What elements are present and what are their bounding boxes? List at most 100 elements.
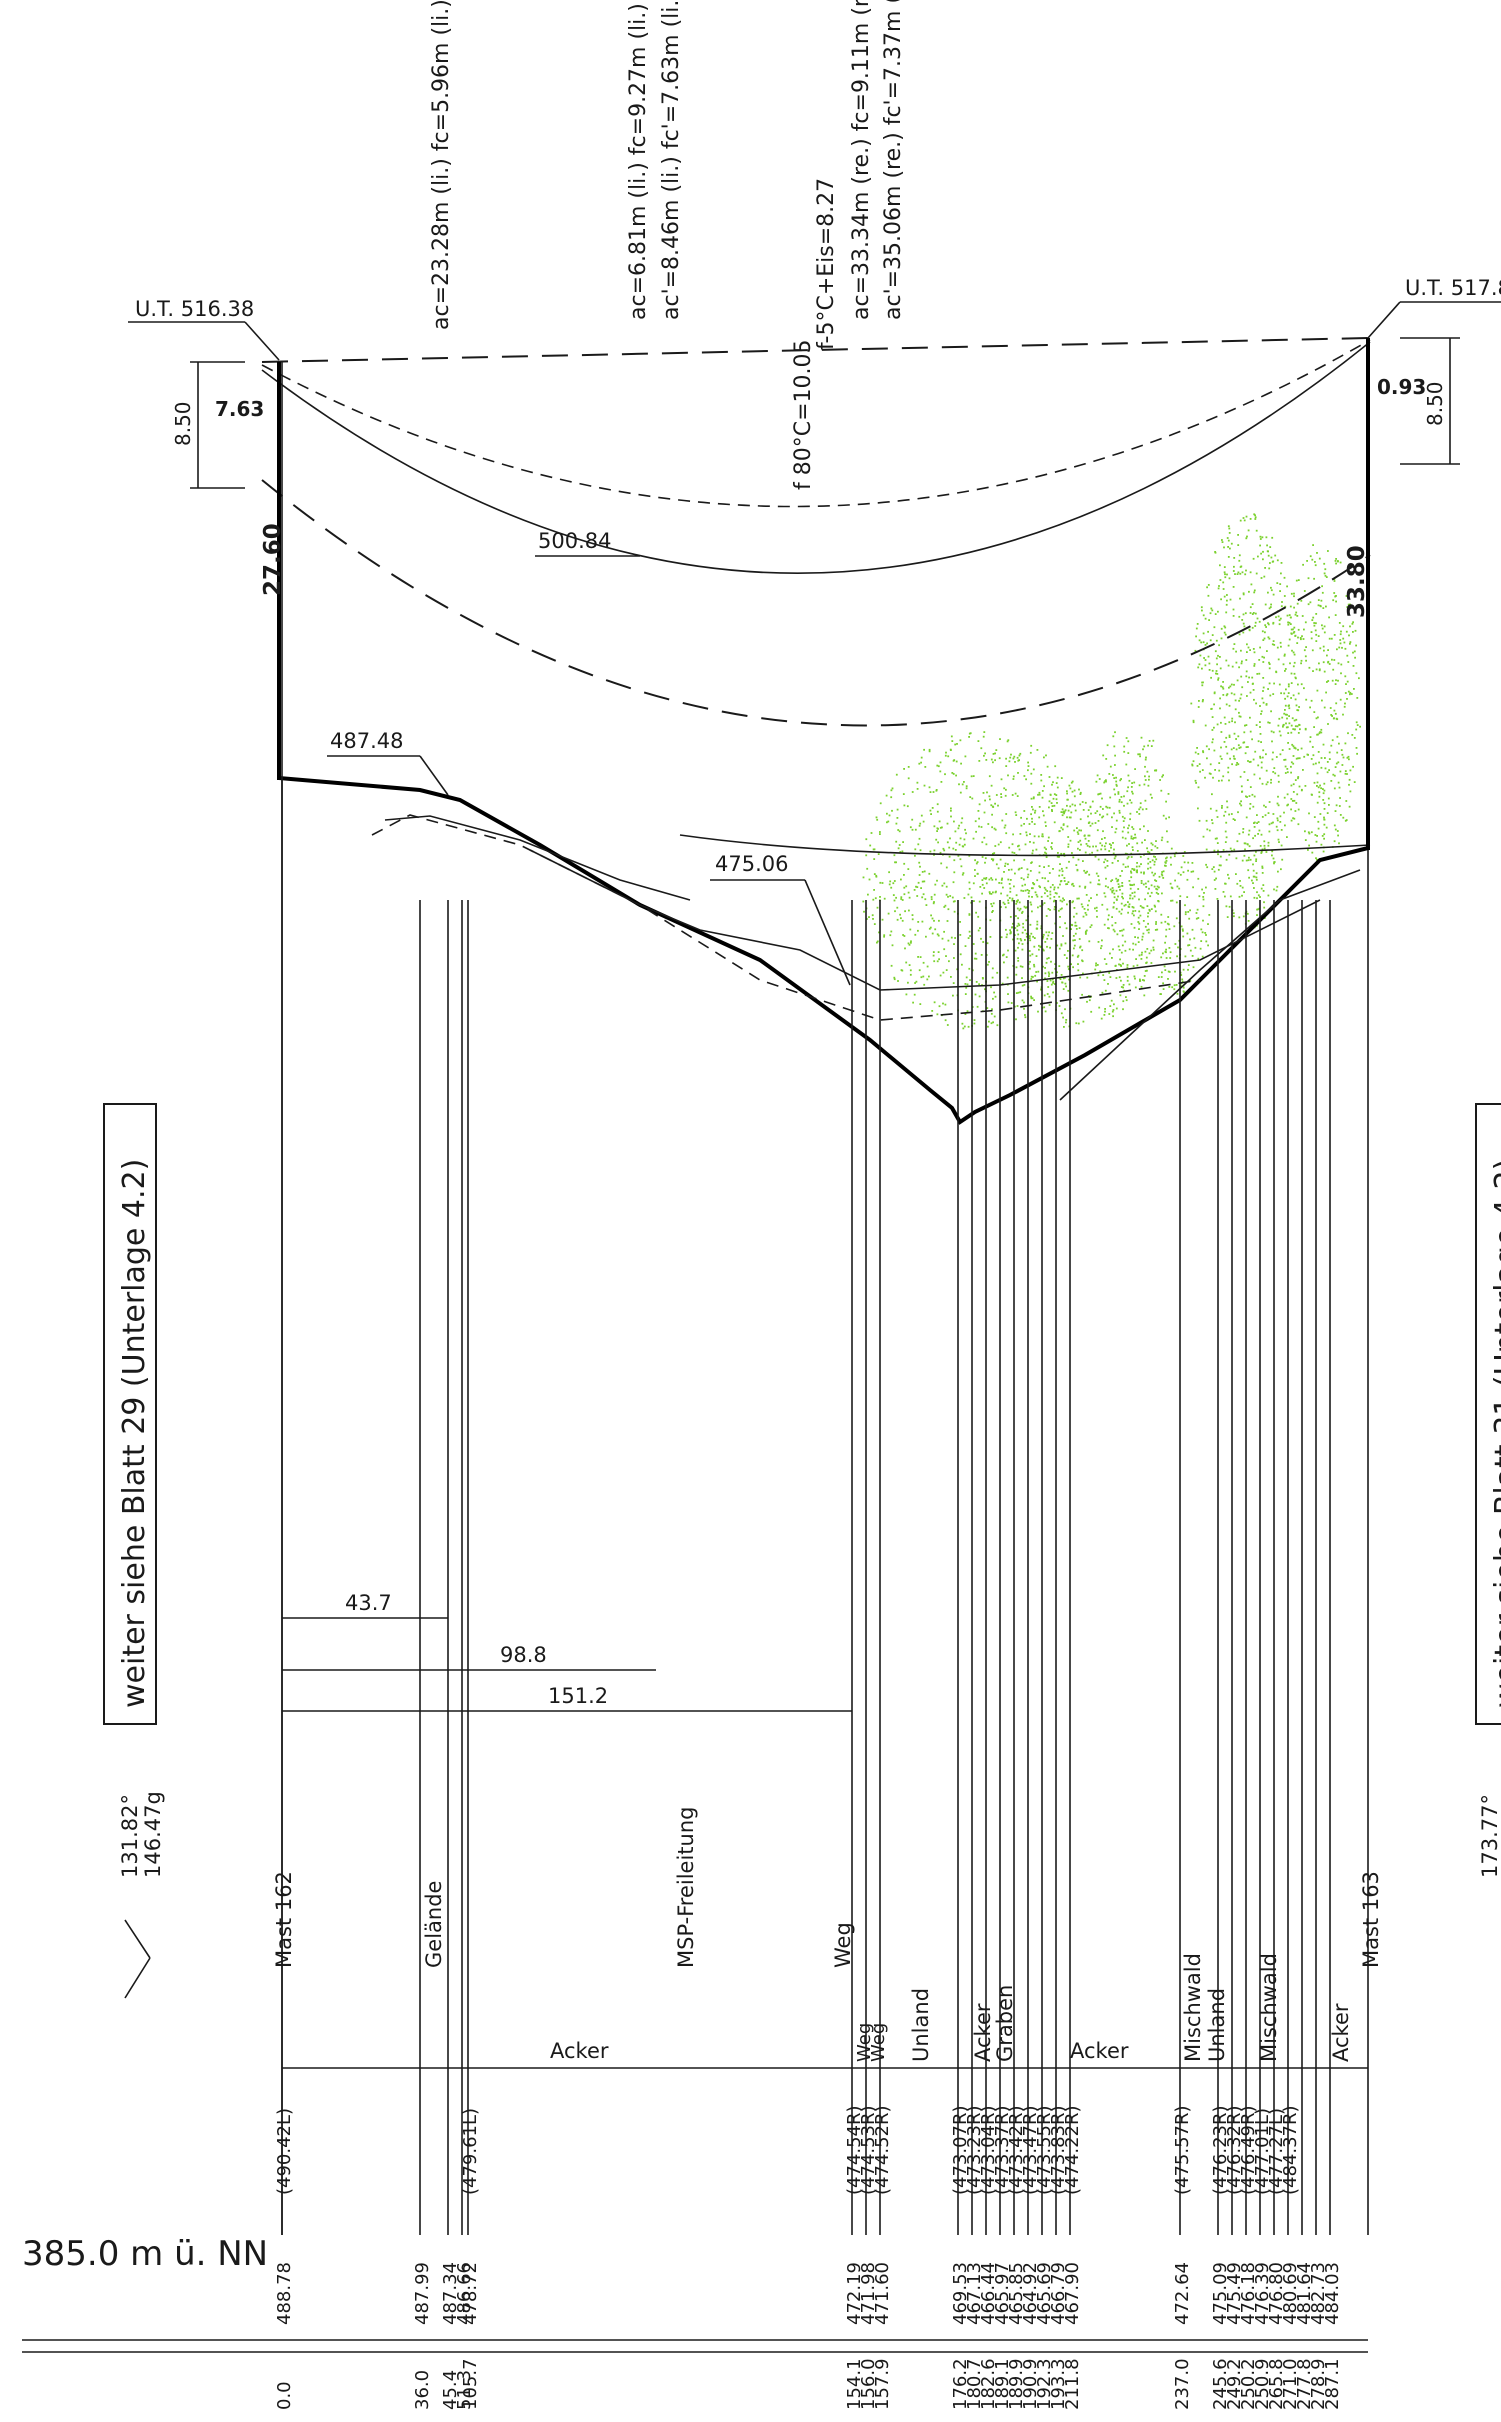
height-value: 464.92	[1020, 2262, 1041, 2325]
code-value: (476.32R)	[1224, 2105, 1245, 2195]
station-value: 278.9	[1308, 2358, 1329, 2410]
datum-label: 385.0 m ü. NN	[22, 2234, 268, 2274]
height-value: 471.98	[858, 2262, 879, 2325]
station-value: 249.2	[1224, 2358, 1245, 2410]
landuse-graben: Graben	[993, 1985, 1017, 2062]
station-value: 190.9	[1020, 2358, 1041, 2410]
station-value: 250.2	[1238, 2358, 1259, 2410]
station-value: 211.8	[1062, 2358, 1083, 2410]
height-value: 487.34	[440, 2262, 461, 2325]
msp-line-profile	[529, 849, 1321, 991]
height-value: 476.18	[1238, 2262, 1259, 2325]
title-box-right	[1475, 1103, 1501, 1725]
conductor-label-1: ac=23.28m (li.) fc=5.96m (li.)	[429, 0, 454, 330]
height-value: 487.99	[412, 2262, 433, 2325]
height-value: 482.73	[1308, 2262, 1329, 2325]
height-value: 467.90	[1062, 2262, 1083, 2325]
conductor-label-4: f-5°C+Eis=8.27	[814, 178, 839, 350]
height-value: 486.66	[454, 2262, 475, 2325]
landuse-weg-2: Weg	[868, 2023, 889, 2062]
station-value: 277.8	[1294, 2358, 1315, 2410]
station-value: 237.0	[1172, 2358, 1193, 2410]
landuse-weg-1: Weg	[854, 2023, 875, 2062]
code-value: (476.49R)	[1238, 2105, 1259, 2195]
station-value: 36.0	[412, 2370, 433, 2410]
height-value: 476.80	[1266, 2262, 1287, 2325]
height-value: 475.09	[1210, 2262, 1231, 2325]
crossing-gelaende: Gelände	[422, 1881, 446, 1968]
conductor-label-3: ac'=8.46m (li.) fc'=7.63m (li.)	[659, 0, 684, 320]
conductor-label-5: ac=33.34m (re.) fc=9.11m (re.)	[849, 0, 874, 320]
code-value: (490.42L)	[274, 2108, 295, 2195]
height-value: 469.53	[950, 2262, 971, 2325]
station-value: 193.3	[1048, 2358, 1069, 2410]
ut-right: U.T. 517.81	[1405, 276, 1501, 300]
angle-left-2: 146.47g	[141, 1791, 165, 1878]
code-value: (474.54R)	[844, 2105, 865, 2195]
landuse-unland-2: Unland	[1205, 1988, 1229, 2062]
conductor-label-2: ac=6.81m (li.) fc=9.27m (li.)	[626, 3, 651, 320]
station-value: 180.7	[964, 2358, 985, 2410]
top-offset-right: 0.93	[1377, 375, 1426, 399]
station-value: 105.7	[460, 2358, 481, 2410]
height-left: 27.60	[260, 523, 286, 596]
code-value: (473.42R)	[1006, 2105, 1027, 2195]
station-value: 192.3	[1034, 2358, 1055, 2410]
angle-right: 173.77°	[1478, 1794, 1501, 1878]
conductor-label-6: ac'=35.06m (re.) fc'=7.37m (re.)	[881, 0, 906, 320]
code-value: (473.37R)	[992, 2105, 1013, 2195]
crossing-msp: MSP-Freileitung	[674, 1807, 698, 1968]
height-value: 472.64	[1172, 2262, 1193, 2325]
height-value: 465.69	[1034, 2262, 1055, 2325]
height-value: 465.97	[992, 2262, 1013, 2325]
height-value: 478.72	[460, 2262, 481, 2325]
terrain-profile	[278, 776, 1369, 1125]
height-value: 481.64	[1294, 2262, 1315, 2325]
height-value: 476.39	[1252, 2262, 1273, 2325]
station-value: 189.1	[992, 2358, 1013, 2410]
station-value: 250.9	[1252, 2358, 1273, 2410]
landuse-unland-1: Unland	[909, 1988, 933, 2062]
top-offset-left: 7.63	[215, 397, 264, 421]
height-value: 465.85	[1006, 2262, 1027, 2325]
code-value: (474.53R)	[858, 2105, 879, 2195]
elev-mark-487: 487.48	[330, 729, 403, 753]
height-value: 466.44	[978, 2262, 999, 2325]
elev-mark-475: 475.06	[715, 852, 788, 876]
code-value: (473.47R)	[1020, 2105, 1041, 2195]
station-value: 0.0	[274, 2381, 295, 2410]
station-value: 189.9	[1006, 2358, 1027, 2410]
station-value: 265.8	[1266, 2358, 1287, 2410]
landuse-mischwald-2: Mischwald	[1257, 1953, 1281, 2062]
height-right: 33.80	[1344, 545, 1370, 618]
mast-163-label: Mast 163	[1359, 1871, 1383, 1968]
station-value: 157.9	[872, 2358, 893, 2410]
title-box-left	[103, 1103, 157, 1725]
distance-2: 98.8	[500, 1643, 547, 1667]
station-verticals	[281, 780, 1331, 2235]
dim-right: 8.50	[1423, 381, 1447, 426]
angle-left-1: 131.82°	[118, 1794, 142, 1878]
mast-162-label: Mast 162	[272, 1871, 296, 1968]
code-value: (474.52R)	[872, 2105, 893, 2195]
distance-dimensions: 43.7 98.8 151.2	[282, 1591, 852, 1712]
ground-line	[278, 776, 1369, 1125]
code-value: (473.83R)	[1048, 2105, 1069, 2195]
conductor-hot-curve	[261, 479, 1371, 727]
height-value: 467.13	[964, 2262, 985, 2325]
landuse-acker-2: Acker	[971, 2003, 995, 2062]
station-data-table: 0.0 488.78 (490.42L) 36.0 487.99 45.4 487.34 51…	[274, 2105, 1343, 2410]
height-value: 466.79	[1048, 2262, 1069, 2325]
conductor-low-curve	[679, 834, 1371, 857]
landuse-mischwald-1: Mischwald	[1181, 1953, 1205, 2062]
landuse-acker-4: Acker	[1329, 2003, 1353, 2062]
station-value: 287.1	[1322, 2358, 1343, 2410]
elev-mark-500: 500.84	[538, 529, 611, 553]
ut-left: U.T. 516.38	[135, 297, 254, 321]
dim-left: 8.50	[171, 401, 195, 446]
title-left: weiter siehe Blatt 29 (Unterlage 4.2)	[117, 1159, 152, 1708]
distance-3: 151.2	[548, 1684, 608, 1708]
code-value: (476.23R)	[1210, 2105, 1231, 2195]
code-value: (473.55R)	[1034, 2105, 1055, 2195]
conductor-cold-curve	[261, 339, 1371, 508]
